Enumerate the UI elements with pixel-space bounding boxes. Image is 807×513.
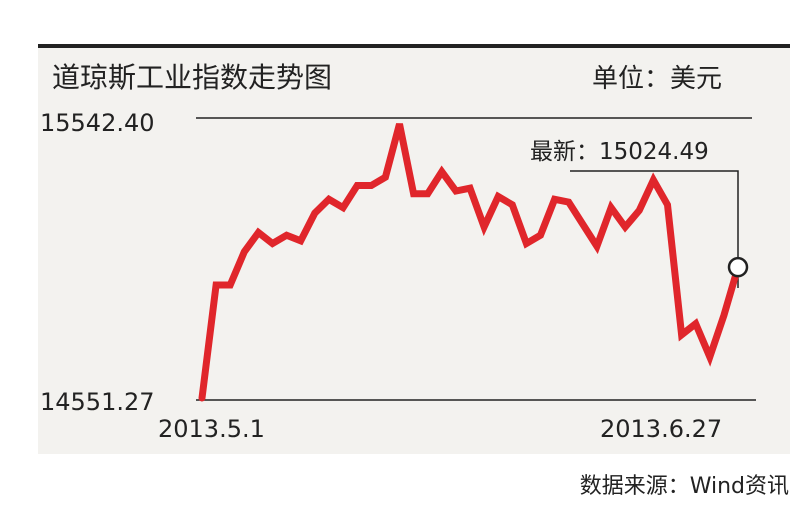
x-start-label: 2013.5.1 — [158, 415, 265, 443]
data-source: 数据来源：Wind资讯 — [579, 474, 789, 499]
latest-point-marker — [727, 256, 749, 278]
chart-panel — [38, 44, 790, 454]
x-end-label: 2013.6.27 — [600, 415, 722, 443]
latest-leader-line — [570, 170, 739, 288]
unit-label: 单位：美元 — [592, 64, 723, 94]
chart-title: 道琼斯工业指数走势图 — [52, 61, 333, 94]
dow-jones-line — [198, 123, 742, 402]
y-max-label: 15542.40 — [40, 109, 155, 137]
y-min-label: 14551.27 — [40, 388, 155, 416]
data-points — [202, 124, 738, 398]
latest-value-label: 最新：15024.49 — [530, 139, 709, 165]
